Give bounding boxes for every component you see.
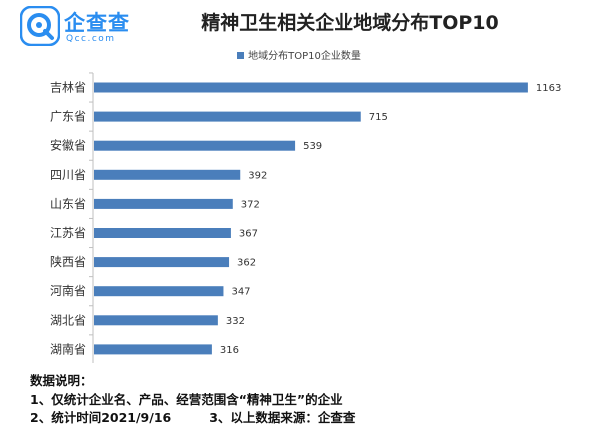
value-label: 1163 <box>536 83 561 94</box>
category-label: 江苏省 <box>50 226 86 240</box>
qcc-logo-icon <box>20 6 60 46</box>
value-label: 367 <box>239 229 258 240</box>
value-label: 392 <box>248 170 267 181</box>
bar <box>94 286 224 297</box>
bar <box>94 198 233 209</box>
category-label: 安徽省 <box>50 138 86 153</box>
notes-heading: 数据说明： <box>30 373 93 388</box>
chart-legend: 地域分布TOP10企业数量 <box>0 47 598 62</box>
value-label: 539 <box>303 141 322 152</box>
category-label: 山东省 <box>50 197 86 211</box>
category-label: 湖北省 <box>50 312 86 327</box>
legend-label: 地域分布TOP10企业数量 <box>248 51 361 62</box>
logo-text-cn: 企查查 <box>64 11 130 35</box>
category-label: 四川省 <box>50 168 86 182</box>
bar <box>94 344 212 355</box>
bar <box>94 82 528 93</box>
value-label: 332 <box>226 316 245 327</box>
chart-title: 精神卫生相关企业地域分布TOP10 <box>201 12 499 34</box>
legend-swatch <box>237 51 245 59</box>
value-label: 362 <box>237 258 256 269</box>
notes-line-2: 2、统计时间2021/9/16 3、以上数据来源：企查查 <box>30 409 355 428</box>
value-label: 372 <box>241 199 260 210</box>
category-label: 吉林省 <box>50 81 86 95</box>
notes-line-1: 1、仅统计企业名、产品、经营范围含“精神卫生”的企业 <box>30 391 343 407</box>
category-label: 陕西省 <box>50 254 86 269</box>
value-label: 316 <box>220 345 239 356</box>
bar <box>94 315 218 326</box>
bar <box>94 140 296 151</box>
notes-line-2b: 3、以上数据来源：企查查 <box>209 410 356 425</box>
bar <box>94 257 230 268</box>
data-notes: 数据说明： 1、仅统计企业名、产品、经营范围含“精神卫生”的企业 2、统计时间2… <box>30 372 355 428</box>
category-label: 湖南省 <box>50 341 86 356</box>
logo-text-en: Qcc.com <box>66 34 116 44</box>
bar <box>94 228 231 238</box>
value-label: 715 <box>369 112 388 123</box>
qcc-logo: 企查查 Qcc.com <box>20 6 130 48</box>
notes-line-2a: 2、统计时间2021/9/16 <box>30 410 172 425</box>
category-label: 广东省 <box>50 110 86 124</box>
bar <box>94 111 361 122</box>
category-label: 河南省 <box>50 283 86 298</box>
value-label: 347 <box>231 287 250 298</box>
bar <box>94 169 241 180</box>
